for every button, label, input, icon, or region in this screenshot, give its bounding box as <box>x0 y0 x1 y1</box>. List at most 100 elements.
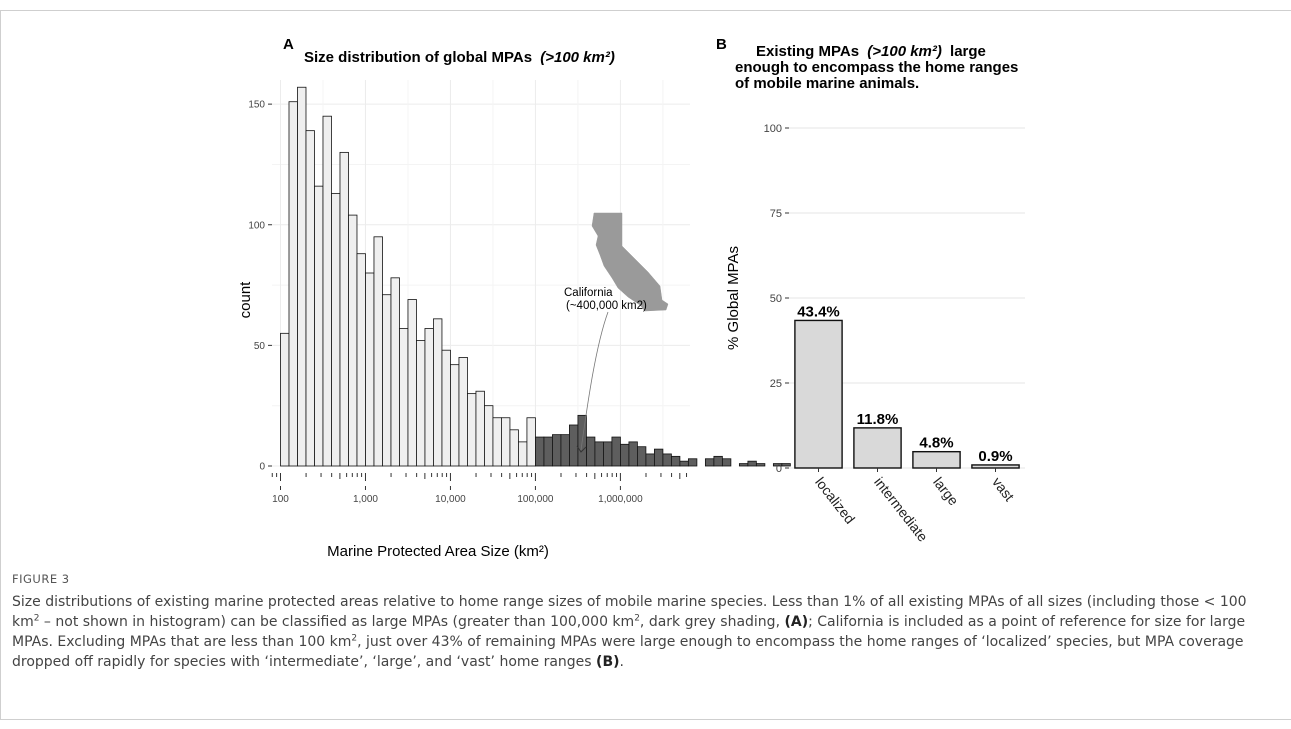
x-tick-label: 1,000 <box>353 494 378 505</box>
histogram-bar <box>348 214 358 467</box>
histogram-bar <box>518 441 528 467</box>
coverage-bar <box>794 319 843 469</box>
histogram-bar <box>611 436 621 467</box>
histogram-bar <box>399 328 409 467</box>
histogram-x-label: Marine Protected Area Size (km²) <box>327 543 549 560</box>
y-tick-label: 100 <box>248 220 265 231</box>
histogram-bar <box>645 453 655 467</box>
histogram-bar <box>373 236 383 467</box>
histogram-bar <box>738 463 749 467</box>
california-arrow-head <box>576 445 587 453</box>
x-tick-label: 10,000 <box>435 494 466 505</box>
histogram-bar <box>552 434 562 467</box>
figure-frame <box>0 10 1291 720</box>
histogram-bar <box>450 364 460 467</box>
caption-text: Size distributions of existing marine pr… <box>12 594 1247 670</box>
coverage-title-line3: of mobile marine animals. <box>735 75 919 92</box>
panel-a-label: A <box>283 36 294 53</box>
coverage-bar <box>912 450 961 469</box>
histogram-bar <box>458 357 468 467</box>
histogram-bar <box>314 185 324 467</box>
histogram-bar <box>526 417 536 467</box>
histogram-bar <box>586 436 596 467</box>
histogram-y-axis: 0 50 100 150 <box>248 100 272 473</box>
bar-value-label: 4.8% <box>919 435 953 452</box>
histogram-bar <box>747 460 757 467</box>
histogram-y-label: count <box>237 281 254 319</box>
histogram-bar <box>535 436 545 467</box>
histogram-bar <box>322 115 332 467</box>
y-tick-label: 25 <box>770 378 782 390</box>
histogram-x-axis: 100 1,000 10,000 100,000 1,000,000 <box>271 473 688 505</box>
category-label: localized <box>812 474 858 527</box>
california-annotation-arrow <box>580 311 609 451</box>
bar-value-label: 11.8% <box>857 411 899 428</box>
x-tick-label: 100,000 <box>517 494 554 505</box>
histogram-bar <box>416 340 426 467</box>
y-tick-label: 100 <box>764 123 782 135</box>
panel-b-label: B <box>716 36 727 53</box>
histogram-bar <box>569 424 579 467</box>
histogram-bar <box>594 441 604 467</box>
histogram-bar <box>441 349 451 467</box>
histogram-bar <box>382 294 392 467</box>
histogram-bar <box>467 393 477 467</box>
histogram-bar <box>484 405 494 467</box>
bar-value-label: 0.9% <box>978 448 1012 465</box>
histogram-bar <box>781 463 791 467</box>
histogram-bar <box>755 463 766 467</box>
histogram-bar <box>288 101 298 467</box>
histogram-bar <box>433 318 443 467</box>
coverage-y-axis: 0 25 50 75 100 <box>764 123 789 475</box>
figure-panels: A Size distribution of global MPAs (>100… <box>237 36 1025 560</box>
histogram-bar <box>560 434 570 467</box>
histogram-bar <box>687 458 698 467</box>
coverage-title-line2: enough to encompass the home ranges <box>735 59 1018 76</box>
histogram-bar <box>628 441 638 467</box>
histogram-bar <box>603 441 613 467</box>
histogram-bar <box>305 130 315 467</box>
y-tick-label: 50 <box>254 341 266 352</box>
coverage-panel: B Existing MPAs (>100 km²) large enough … <box>716 36 1025 545</box>
histogram-bar <box>543 436 553 467</box>
x-tick-label: 100 <box>272 494 289 505</box>
coverage-bars: 43.4% 11.8% 4.8% 0.9% <box>794 303 1020 469</box>
histogram-title: Size distribution of global MPAs (>100 k… <box>304 49 615 66</box>
y-tick-label: 50 <box>770 293 782 305</box>
coverage-bar <box>853 427 902 469</box>
histogram-bar <box>356 253 366 467</box>
y-tick-label: 0 <box>776 463 782 475</box>
histogram-bar <box>620 443 630 467</box>
california-annotation-name: California <box>564 287 613 299</box>
histogram-bars <box>280 86 791 467</box>
histogram-bar <box>670 455 681 467</box>
histogram-bar <box>637 446 647 467</box>
histogram-bar <box>365 272 375 467</box>
histogram-bar <box>339 151 349 467</box>
caption-label: FIGURE 3 <box>12 572 70 586</box>
coverage-title-line1: Existing MPAs (>100 km²) large <box>756 43 986 60</box>
histogram-bar <box>407 299 417 467</box>
y-tick-label: 75 <box>770 208 782 220</box>
histogram-bar <box>297 86 307 467</box>
histogram-bar <box>475 390 485 467</box>
histogram-bar <box>662 453 672 467</box>
category-label: intermediate <box>871 474 931 545</box>
bar-value-label: 43.4% <box>797 303 840 320</box>
histogram-bar <box>721 458 732 467</box>
histogram-bar <box>280 332 290 467</box>
california-map-shape <box>591 212 669 312</box>
histogram-bar <box>653 448 664 467</box>
histogram-bar <box>704 458 715 467</box>
figure-caption: FIGURE 3 Size distributions of existing … <box>12 572 1277 672</box>
category-label: vast <box>989 474 1017 504</box>
coverage-bar <box>971 464 1020 469</box>
coverage-y-label: % Global MPAs <box>725 246 742 350</box>
histogram-bar <box>424 328 434 467</box>
y-tick-label: 0 <box>259 462 265 473</box>
y-tick-label: 150 <box>248 100 265 111</box>
histogram-panel: A Size distribution of global MPAs (>100… <box>237 36 791 560</box>
histogram-bar <box>331 192 341 467</box>
histogram-bar <box>501 417 511 467</box>
